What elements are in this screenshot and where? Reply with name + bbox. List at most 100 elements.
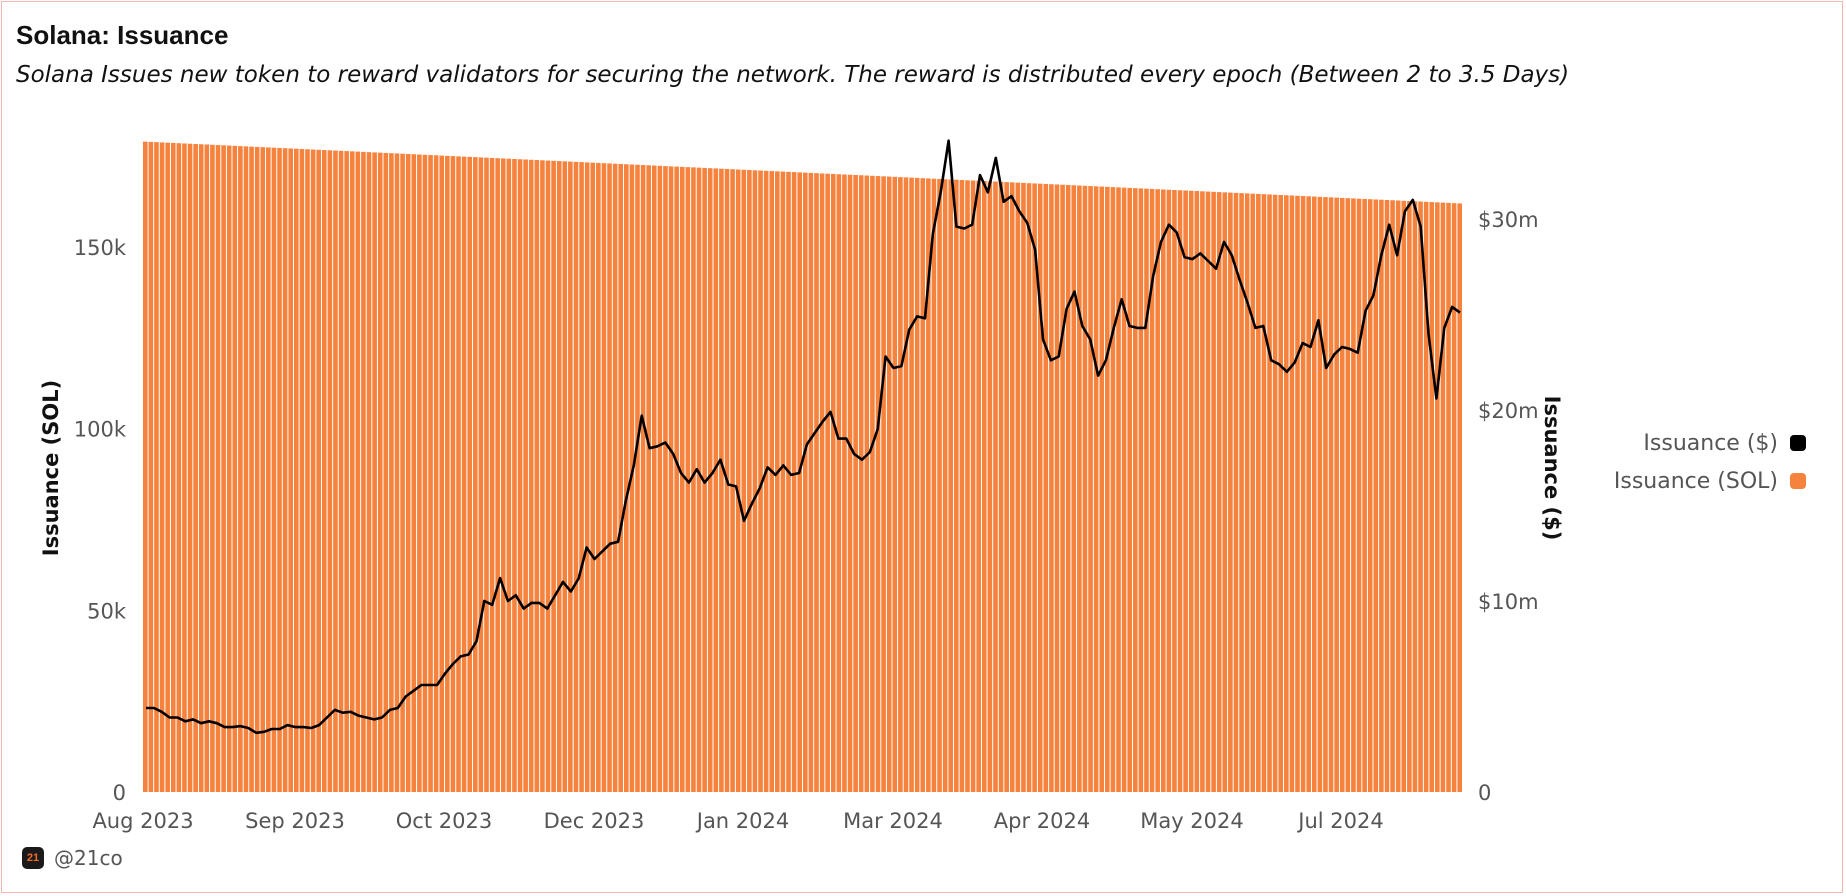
legend-label-usd: Issuance ($) bbox=[1643, 430, 1778, 456]
sol-issuance-bar bbox=[506, 158, 512, 793]
sol-issuance-bar bbox=[803, 172, 808, 792]
sol-issuance-bar bbox=[372, 152, 377, 792]
sol-issuance-bar bbox=[959, 180, 965, 792]
sol-issuance-bar bbox=[467, 156, 472, 792]
sol-issuance-bar bbox=[763, 170, 769, 792]
sol-issuance-bar bbox=[1451, 203, 1457, 792]
sol-issuance-bar bbox=[254, 146, 260, 792]
sol-issuance-bar bbox=[612, 163, 618, 792]
sol-issuance-bar bbox=[1379, 199, 1384, 793]
legend-item-usd[interactable]: Issuance ($) bbox=[1614, 424, 1806, 462]
sol-issuance-bar bbox=[775, 171, 780, 792]
sol-issuance-bar bbox=[1272, 194, 1278, 793]
sol-issuance-bar bbox=[377, 152, 383, 793]
sol-issuance-bar bbox=[1138, 188, 1144, 793]
sol-issuance-bar bbox=[165, 142, 170, 792]
sol-issuance-bar bbox=[1172, 190, 1177, 792]
sol-issuance-bar bbox=[651, 165, 657, 793]
sol-issuance-bar bbox=[1021, 182, 1026, 792]
sol-issuance-bar bbox=[193, 144, 198, 792]
left-tick-label: 150k bbox=[74, 236, 127, 260]
sol-issuance-bar bbox=[534, 160, 540, 792]
sol-issuance-bar bbox=[551, 160, 556, 792]
x-tick-label: Mar 2024 bbox=[843, 809, 943, 833]
sol-issuance-bar bbox=[993, 181, 998, 792]
sol-issuance-bar bbox=[528, 159, 534, 792]
sol-issuance-bar bbox=[1284, 195, 1289, 792]
right-axis-title: Issuance ($) bbox=[1540, 396, 1564, 541]
sol-issuance-bar bbox=[344, 151, 349, 793]
sol-issuance-bar bbox=[143, 141, 148, 792]
sol-issuance-bar bbox=[1267, 194, 1272, 792]
sol-issuance-bar bbox=[730, 169, 735, 793]
sol-issuance-bar bbox=[288, 148, 294, 793]
sol-issuance-bar bbox=[1300, 196, 1306, 793]
sol-issuance-bar bbox=[495, 158, 500, 792]
sol-issuance-bar bbox=[909, 177, 914, 792]
sol-issuance-bar bbox=[1133, 188, 1138, 792]
sol-issuance-bar bbox=[305, 149, 310, 792]
sol-issuance-bar bbox=[663, 166, 668, 792]
sol-issuance-bar bbox=[814, 173, 819, 793]
sol-issuance-bar bbox=[590, 162, 596, 792]
sol-issuance-bar bbox=[1037, 183, 1043, 792]
sol-issuance-bar bbox=[456, 156, 461, 793]
sol-issuance-bar bbox=[1384, 199, 1390, 793]
sol-issuance-bar bbox=[333, 150, 338, 792]
x-tick-label: May 2024 bbox=[1140, 809, 1244, 833]
sol-issuance-bar bbox=[618, 163, 624, 793]
sol-issuance-bar bbox=[1407, 201, 1412, 792]
sol-issuance-bar bbox=[327, 150, 333, 792]
sol-issuance-bar bbox=[769, 171, 775, 792]
left-tick-label: 0 bbox=[113, 781, 126, 805]
legend-item-sol[interactable]: Issuance (SOL) bbox=[1614, 462, 1806, 500]
x-tick-label: Dec 2023 bbox=[544, 809, 645, 833]
sol-issuance-bar bbox=[215, 145, 221, 793]
sol-issuance-bar bbox=[210, 144, 215, 793]
sol-issuance-bar bbox=[170, 142, 176, 792]
sol-issuance-bar bbox=[646, 165, 651, 793]
sol-issuance-bar bbox=[1390, 200, 1395, 792]
sol-issuance-bar bbox=[607, 163, 612, 792]
sol-issuance-bar bbox=[1009, 182, 1015, 792]
x-tick-label: Aug 2023 bbox=[92, 809, 193, 833]
sol-issuance-bar bbox=[954, 179, 959, 793]
sol-issuance-bar bbox=[366, 152, 372, 792]
sol-issuance-bar bbox=[875, 176, 881, 792]
sol-issuance-bar bbox=[417, 154, 422, 792]
sol-issuance-bar bbox=[1435, 202, 1440, 793]
sol-issuance-bar bbox=[400, 153, 405, 793]
sol-issuance-bar bbox=[1110, 187, 1116, 793]
sol-issuance-bar bbox=[1228, 192, 1233, 792]
sol-issuance-bar bbox=[696, 167, 702, 792]
sol-issuance-bar bbox=[349, 151, 355, 793]
sol-issuance-bar bbox=[405, 153, 411, 793]
sol-issuance-bar bbox=[271, 147, 277, 792]
sol-issuance-bar bbox=[808, 172, 814, 792]
x-tick-label: Sep 2023 bbox=[245, 809, 345, 833]
sol-issuance-bar bbox=[1144, 188, 1149, 792]
sol-issuance-bar bbox=[299, 148, 305, 793]
sol-issuance-bar bbox=[321, 150, 327, 793]
sol-issuance-bar bbox=[892, 176, 898, 793]
sol-issuance-bar bbox=[1093, 186, 1099, 792]
sol-issuance-bar bbox=[338, 150, 344, 792]
sol-issuance-bar bbox=[596, 162, 601, 793]
sol-issuance-bar bbox=[1334, 197, 1339, 792]
sol-issuance-bar bbox=[1423, 201, 1429, 792]
sol-issuance-bar bbox=[355, 151, 361, 792]
sol-issuance-bar bbox=[445, 155, 450, 792]
sol-issuance-bar bbox=[1071, 185, 1077, 792]
chart-title: Solana: Issuance bbox=[16, 20, 229, 50]
x-tick-label: Oct 2023 bbox=[396, 809, 492, 833]
x-tick-label: Apr 2024 bbox=[994, 809, 1090, 833]
sol-issuance-bar bbox=[853, 175, 858, 792]
sol-issuance-bar bbox=[864, 175, 870, 793]
sol-issuance-bar bbox=[1457, 203, 1462, 792]
sol-issuance-bar bbox=[1345, 198, 1351, 792]
sol-issuance-bar bbox=[540, 160, 545, 793]
sol-issuance-bar bbox=[266, 147, 271, 793]
sol-issuance-bar bbox=[1121, 187, 1127, 792]
sol-issuance-bar bbox=[707, 168, 713, 792]
sol-issuance-bar bbox=[568, 161, 573, 793]
